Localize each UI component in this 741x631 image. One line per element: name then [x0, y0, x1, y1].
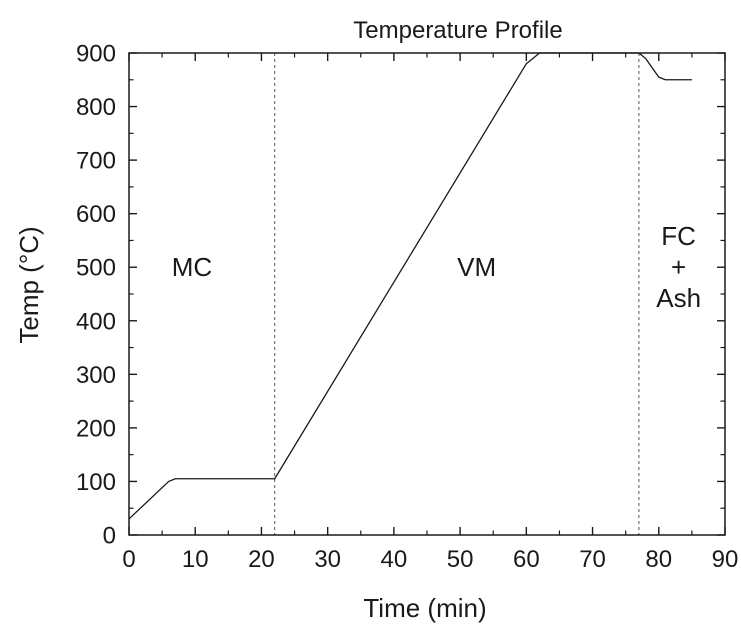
y-tick-label: 900 — [76, 41, 116, 68]
temperature-line — [128, 52, 692, 520]
y-tick-label: 400 — [76, 308, 116, 335]
x-tick-label: 70 — [579, 546, 606, 573]
y-axis-label: Temp (°C) — [14, 226, 44, 343]
x-tick-label: 30 — [314, 546, 341, 573]
x-tick-label: 80 — [645, 546, 672, 573]
x-tick-label: 60 — [513, 546, 540, 573]
y-tick-label: 300 — [76, 362, 116, 389]
x-tick-label: 0 — [122, 546, 135, 573]
y-tick-label: 600 — [76, 201, 116, 228]
x-tick-label: 10 — [182, 546, 209, 573]
plot-frame — [128, 52, 726, 536]
y-tick-label: 100 — [76, 469, 116, 496]
phase-label: + — [671, 252, 686, 282]
x-tick-label: 50 — [447, 546, 474, 573]
y-tick-label: 500 — [76, 255, 116, 282]
x-tick-label: 20 — [248, 546, 275, 573]
y-tick-label: 700 — [76, 148, 116, 175]
y-tick-label: 800 — [76, 94, 116, 121]
phase-annotations: MC VM FC+Ash — [172, 221, 701, 313]
series-group — [128, 52, 692, 520]
y-tick-label: 0 — [103, 523, 116, 550]
x-tick-label: 90 — [712, 546, 739, 573]
phase-dividers — [274, 53, 640, 535]
x-tick-label: 40 — [381, 546, 408, 573]
phase-label: VM — [457, 252, 496, 282]
phase-label: FC — [661, 221, 696, 251]
y-tick-label: 200 — [76, 415, 116, 442]
phase-label: MC — [172, 252, 212, 282]
phase-label: Ash — [656, 283, 701, 313]
x-axis-label: Time (min) — [363, 593, 486, 623]
axes-group: 0 10 20 30 40 50 60 70 80 90010020030040050060070… — [76, 41, 738, 574]
chart-title: Temperature Profile — [353, 17, 562, 44]
